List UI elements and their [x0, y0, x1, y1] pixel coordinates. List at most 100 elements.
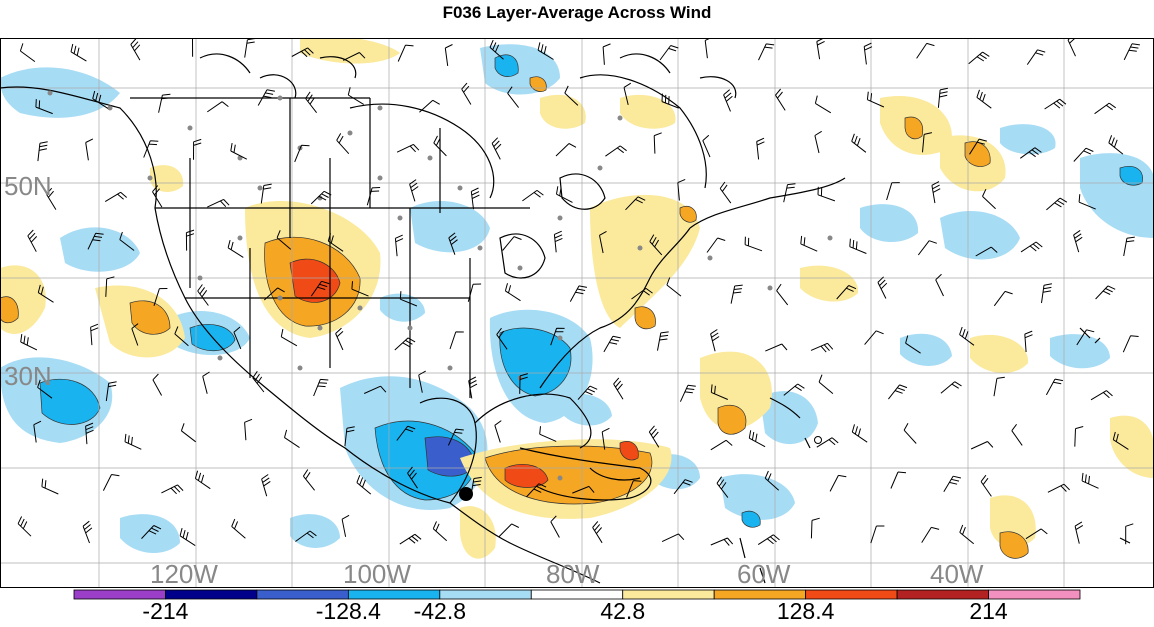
wind-barb [1123, 43, 1140, 61]
wind-barb [526, 483, 547, 498]
wind-barb [260, 183, 272, 204]
wind-barb [295, 530, 317, 542]
wind-barb [143, 140, 159, 158]
wind-barb [943, 475, 962, 492]
wind-barb [836, 285, 857, 300]
wind-barb [776, 283, 789, 306]
wind-barb [70, 43, 87, 62]
wind-barb [396, 143, 420, 153]
wind-barb [1090, 390, 1113, 401]
wind-barb [863, 42, 873, 65]
wind-barb [550, 515, 560, 538]
wind-barb [1045, 378, 1063, 396]
wind-barb [1020, 147, 1042, 159]
wind-barb [613, 377, 624, 400]
wind-barb [710, 537, 734, 546]
wind-barb [294, 144, 310, 163]
wind-barb [418, 370, 426, 393]
wind-barb [327, 233, 344, 252]
wind-barb [302, 469, 315, 491]
wind-barb [397, 44, 414, 62]
wind-barb [905, 335, 921, 354]
wind-barb [104, 191, 128, 203]
wind-barb [1095, 285, 1116, 300]
wind-barb [814, 130, 822, 154]
wind-barb [931, 181, 941, 204]
wind-barb [336, 133, 350, 155]
wind-barb [502, 236, 522, 251]
wind-barb [1125, 523, 1134, 545]
legend-label: -128.4 [316, 598, 381, 622]
wind-barb [252, 371, 265, 393]
wind-barb [447, 428, 464, 446]
coastlines-and-borders [0, 53, 1131, 584]
wind-barb [153, 288, 168, 306]
wind-barb [394, 234, 404, 257]
legend-labels: -214 -128.4 -42.8 42.8 128.4 214 [142, 598, 1008, 624]
wind-barb [433, 135, 447, 157]
wind-barb [37, 284, 54, 303]
wind-barb [444, 44, 453, 66]
wind-barb [276, 230, 292, 250]
wind-barb [814, 95, 832, 114]
wind-barb [291, 47, 314, 58]
wind-barb [975, 246, 998, 257]
wind-barb [888, 384, 908, 400]
wind-barb [648, 425, 660, 448]
wind-barb [82, 520, 93, 544]
wind-barb [601, 427, 610, 450]
wind-barb [1073, 229, 1083, 253]
wind-barb [764, 470, 780, 491]
wind-barb [1020, 241, 1043, 253]
lon-label-40w: 40W [930, 559, 984, 588]
wind-barb [356, 475, 372, 495]
wind-barb [1047, 483, 1070, 493]
wind-barb [677, 178, 686, 201]
wind-barb [522, 189, 544, 202]
wind-barb [783, 183, 796, 203]
wind-barb [310, 190, 332, 205]
wind-barb [1025, 528, 1048, 540]
wind-barb [719, 181, 732, 204]
wind-barb [130, 38, 141, 61]
wind-barb [489, 39, 504, 60]
wind-barb [877, 276, 888, 299]
wind-barb [903, 422, 917, 444]
wind-barb [468, 376, 478, 399]
wind-barb [976, 89, 992, 109]
wind-barb [800, 235, 818, 252]
wind-barb [1112, 431, 1129, 450]
wind-barb [890, 471, 907, 489]
lon-label-100w: 100W [343, 559, 411, 588]
wind-barb [866, 91, 885, 108]
wind-barb [1123, 236, 1135, 257]
wind-barb [230, 143, 248, 160]
wind-barb [706, 237, 726, 253]
wind-barb [419, 99, 440, 113]
weather-map: 50N 30N 120W 100W 80W 60W 40W [0, 38, 1154, 588]
wind-barb [448, 232, 458, 255]
wind-barb [1024, 330, 1033, 353]
wind-barb [470, 476, 482, 497]
wind-barb [775, 88, 786, 111]
wind-barb [673, 479, 693, 495]
wind-barb [980, 474, 992, 497]
wind-barb [227, 239, 244, 258]
wind-barb [592, 521, 603, 544]
wind-barb [284, 429, 300, 449]
wind-barb [461, 82, 472, 105]
wind-barb [305, 91, 317, 114]
wind-barb [124, 433, 142, 450]
wind-barb [207, 198, 230, 208]
lon-label-80w: 80W [546, 559, 600, 588]
legend-label: 42.8 [600, 598, 645, 622]
wind-barb [917, 240, 937, 256]
wind-barb [90, 323, 99, 346]
wind-barb [310, 280, 330, 297]
wind-barb [85, 422, 94, 445]
wind-barb [937, 87, 949, 108]
wind-barb [152, 373, 163, 396]
wind-barb [158, 93, 171, 113]
wind-barb [993, 376, 1005, 397]
wind-barb [851, 133, 867, 153]
